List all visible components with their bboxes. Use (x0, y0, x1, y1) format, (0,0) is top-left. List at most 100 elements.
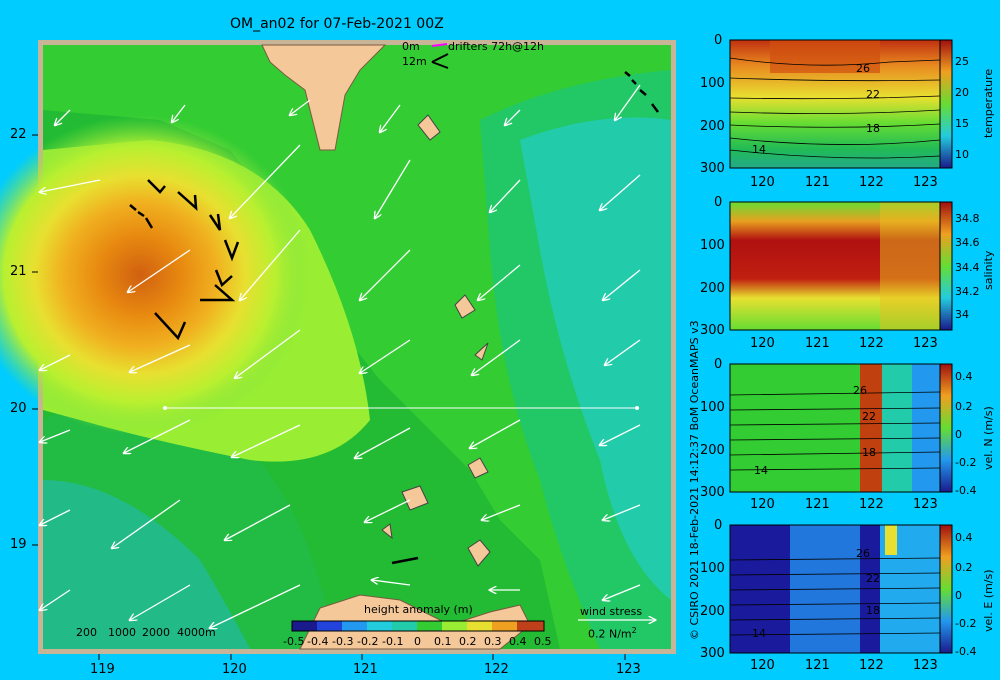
map-ytick: 19 (10, 537, 27, 552)
panel-vel-e (729, 524, 953, 654)
panel-xtick: 122 (859, 175, 884, 190)
velocity-legend-icon (431, 53, 449, 69)
sal-cbar-tick: 34.6 (955, 236, 980, 249)
eddy-anomaly (0, 115, 310, 435)
temp-cbar-tick: 15 (955, 117, 969, 130)
panel-ytick: 200 (700, 281, 725, 296)
panel-xtick: 121 (805, 175, 830, 190)
colorbar-tick: 0.2 (459, 635, 477, 648)
veln-cbar-tick: -0.2 (955, 456, 977, 469)
colorbar-tick: -0.4 (307, 635, 329, 648)
colorbar-tick: 0 (414, 635, 421, 648)
panel-xtick: 121 (805, 336, 830, 351)
panel-vel-n (729, 363, 953, 493)
vele-cbar-tick: -0.2 (955, 617, 977, 630)
panel-ytick: 0 (714, 357, 723, 372)
island (467, 539, 491, 567)
vele-contour-label: 18 (866, 604, 880, 617)
vele-contour-label: 26 (856, 547, 870, 560)
panel-temperature (729, 39, 953, 169)
panel-ytick: 200 (700, 443, 725, 458)
vele-cbar-tick: 0 (955, 589, 962, 602)
veln-contour-label: 14 (754, 464, 768, 477)
veln-cbar-tick: 0.4 (955, 370, 973, 383)
veln-contour-label: 26 (853, 384, 867, 397)
island (467, 457, 489, 479)
panel-ytick: 300 (700, 646, 725, 661)
panel-salinity (729, 201, 953, 331)
map-ytick: 22 (10, 127, 27, 142)
sal-cbar-tick: 34.4 (955, 261, 980, 274)
map-xtick: 119 (90, 662, 115, 677)
colorbar-tick: 0.4 (509, 635, 527, 648)
sal-cbar-tick: 34 (955, 308, 969, 321)
panel-ytick: 100 (700, 400, 725, 415)
sal-cbar-tick: 34.2 (955, 285, 980, 298)
veln-cbar-tick: 0.2 (955, 400, 973, 413)
transect-end (635, 406, 639, 410)
panel-xtick: 123 (913, 497, 938, 512)
vele-cbar-tick: 0.2 (955, 561, 973, 574)
section-panels (729, 39, 953, 654)
map-ytick: 20 (10, 401, 27, 416)
temp-contour-label: 14 (752, 143, 766, 156)
veln-contour-label: 22 (862, 410, 876, 423)
panel-xtick: 122 (859, 336, 884, 351)
map-ytick: 21 (10, 264, 27, 279)
panel-ytick: 100 (700, 76, 725, 91)
panel-ytick: 0 (714, 518, 723, 533)
panel-xtick: 122 (859, 497, 884, 512)
panel-ytick: 200 (700, 119, 725, 134)
panel-xtick: 120 (750, 497, 775, 512)
panel-ytick: 0 (714, 33, 723, 48)
map-xtick: 123 (616, 662, 641, 677)
panel-ytick: 100 (700, 238, 725, 253)
map-colorbar (291, 620, 545, 632)
wind-vectors (40, 84, 641, 628)
colorbar-tick: -0.1 (382, 635, 404, 648)
bathy-legend-1000: 1000 (108, 626, 136, 639)
panel-ytick: 0 (714, 195, 723, 210)
panel-xtick: 121 (805, 497, 830, 512)
vele-label: vel. E (m/s) (982, 569, 995, 632)
vele-cbar-tick: -0.4 (955, 645, 977, 658)
panel-ytick: 300 (700, 161, 725, 176)
temp-label: temperature (982, 68, 995, 138)
temp-cbar-tick: 25 (955, 55, 969, 68)
colorbar-tick: -0.2 (357, 635, 379, 648)
temp-contour-label: 22 (866, 88, 880, 101)
panel-xtick: 123 (913, 175, 938, 190)
map-xtick: 120 (222, 662, 247, 677)
panel-xtick: 122 (859, 658, 884, 673)
map-xtick: 121 (353, 662, 378, 677)
wind-scale-label: 0.2 N/m2 (588, 626, 637, 641)
depth-12-label: 12m (402, 55, 427, 68)
colorbar-tick: 0.3 (484, 635, 502, 648)
island (417, 114, 441, 141)
panel-xtick: 123 (913, 336, 938, 351)
sea-sw-cyan (43, 480, 250, 649)
island (454, 294, 476, 319)
sal-cbar-tick: 34.8 (955, 212, 980, 225)
bathy-legend-4000: 4000m (177, 626, 216, 639)
vele-contour-label: 22 (866, 572, 880, 585)
drifter-legend-icon (431, 43, 448, 47)
map-axis-ticks (32, 134, 626, 660)
map-xtick: 122 (484, 662, 509, 677)
panel-ytick: 100 (700, 561, 725, 576)
temp-contour-label: 26 (856, 62, 870, 75)
veln-cbar-tick: -0.4 (955, 484, 977, 497)
temp-cbar-tick: 20 (955, 86, 969, 99)
depth-0-label: 0m (402, 40, 420, 53)
veln-label: vel. N (m/s) (982, 406, 995, 470)
vele-contour-label: 14 (752, 627, 766, 640)
island (401, 485, 429, 511)
map-canvas (0, 40, 676, 660)
transect-start (163, 406, 167, 410)
temp-contour-label: 18 (866, 122, 880, 135)
panel-ytick: 200 (700, 604, 725, 619)
bathy-legend-200: 200 (76, 626, 97, 639)
colorbar-label: height anomaly (m) (364, 603, 473, 616)
panel-xtick: 120 (750, 175, 775, 190)
temp-cbar-tick: 10 (955, 148, 969, 161)
